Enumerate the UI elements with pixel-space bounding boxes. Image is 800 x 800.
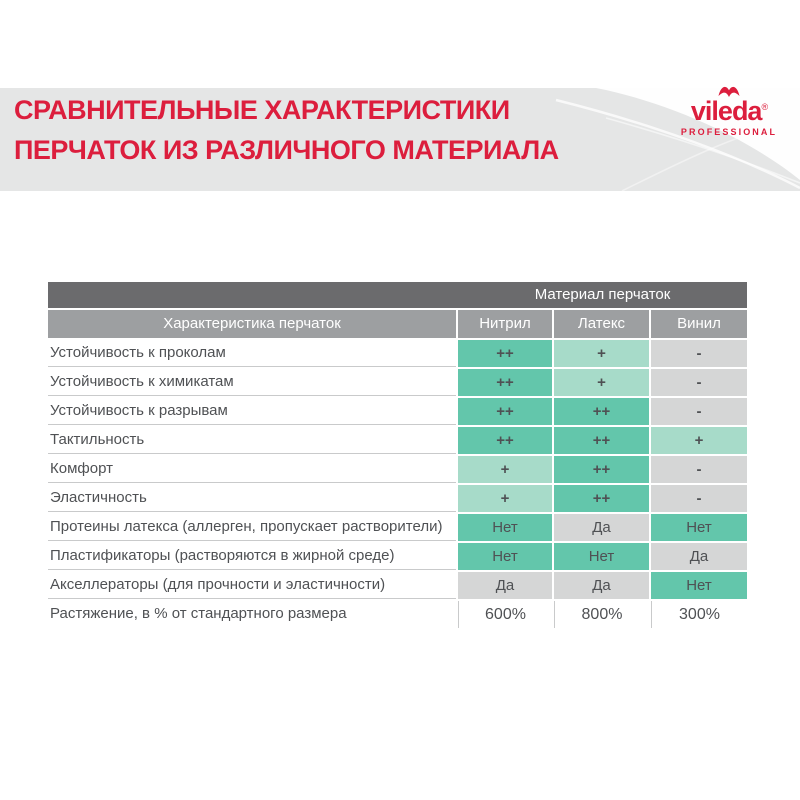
value-cell: + xyxy=(554,369,649,396)
swoosh-decoration xyxy=(555,88,800,191)
value-cell: Да xyxy=(651,543,747,570)
value-cell: Да xyxy=(554,572,649,599)
value-cell: - xyxy=(651,485,747,512)
brand-name: vileda® xyxy=(690,96,768,126)
value-cell: Нет xyxy=(458,543,552,570)
value-cell: - xyxy=(651,369,747,396)
value-cell: 300% xyxy=(651,601,747,628)
value-cell: Нет xyxy=(651,514,747,541)
value-cell: Да xyxy=(458,572,552,599)
value-cell: Да xyxy=(554,514,649,541)
value-cell: + xyxy=(458,485,552,512)
value-cell: 800% xyxy=(554,601,649,628)
value-cell: Нет xyxy=(458,514,552,541)
value-cell: ++ xyxy=(458,427,552,454)
value-cell: ++ xyxy=(554,427,649,454)
page-title-line2: ПЕРЧАТОК ИЗ РАЗЛИЧНОГО МАТЕРИАЛА xyxy=(14,135,559,165)
registered-mark: ® xyxy=(761,102,768,112)
value-cell: ++ xyxy=(458,369,552,396)
value-cell: - xyxy=(651,398,747,425)
value-cell: ++ xyxy=(458,398,552,425)
value-cell: ++ xyxy=(554,456,649,483)
comparison-table: Материал перчаток Характеристика перчато… xyxy=(48,282,747,628)
value-cell: ++ xyxy=(458,340,552,367)
table-group-header-row: Материал перчаток xyxy=(48,282,747,308)
row-label: Протеины латекса (аллерген, пропускает р… xyxy=(48,514,456,541)
value-cell: - xyxy=(651,456,747,483)
header-band: СРАВНИТЕЛЬНЫЕ ХАРАКТЕРИСТИКИ ПЕРЧАТОК ИЗ… xyxy=(0,86,800,191)
column-header-vinyl: Винил xyxy=(651,310,747,338)
table-group-header: Материал перчаток xyxy=(534,286,671,303)
value-cell: + xyxy=(554,340,649,367)
vileda-logo: vileda® PROFESSIONAL xyxy=(674,83,784,137)
column-header-latex: Латекс xyxy=(554,310,649,338)
row-label: Комфорт xyxy=(48,456,456,483)
value-cell: ++ xyxy=(554,398,649,425)
value-cell: Нет xyxy=(554,543,649,570)
row-label: Устойчивость к разрывам xyxy=(48,398,456,425)
column-header-characteristic: Характеристика перчаток xyxy=(48,310,456,338)
row-label: Эластичность xyxy=(48,485,456,512)
row-label: Устойчивость к химикатам xyxy=(48,369,456,396)
value-cell: Нет xyxy=(651,572,747,599)
value-cell: 600% xyxy=(458,601,552,628)
value-cell: - xyxy=(651,340,747,367)
row-label: Тактильность xyxy=(48,427,456,454)
value-cell: ++ xyxy=(554,485,649,512)
column-header-nitrile: Нитрил xyxy=(458,310,552,338)
row-label: Устойчивость к проколам xyxy=(48,340,456,367)
row-label: Акселлераторы (для прочности и эластично… xyxy=(48,572,456,599)
page-title: СРАВНИТЕЛЬНЫЕ ХАРАКТЕРИСТИКИ ПЕРЧАТОК ИЗ… xyxy=(14,90,559,170)
value-cell: + xyxy=(651,427,747,454)
value-cell: + xyxy=(458,456,552,483)
row-label: Пластификаторы (растворяются в жирной ср… xyxy=(48,543,456,570)
bird-icon xyxy=(718,86,740,97)
brand-subtitle: PROFESSIONAL xyxy=(680,127,778,137)
row-label: Растяжение, в % от стандартного размера xyxy=(48,601,456,628)
page-title-line1: СРАВНИТЕЛЬНЫЕ ХАРАКТЕРИСТИКИ xyxy=(14,95,510,125)
